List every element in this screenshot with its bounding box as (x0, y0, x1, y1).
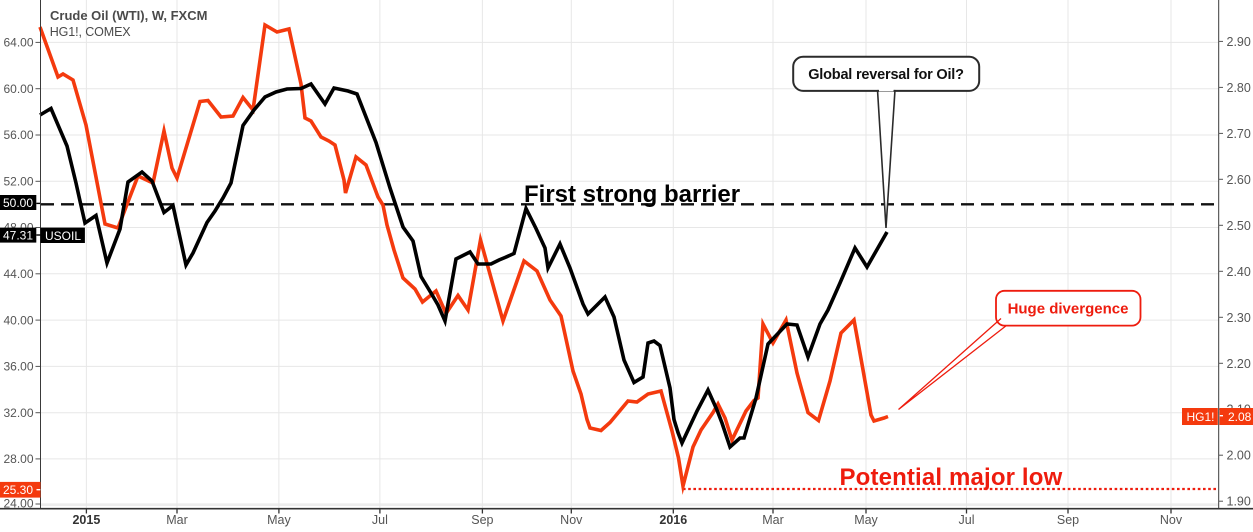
svg-text:Huge divergence: Huge divergence (1008, 301, 1129, 318)
svg-text:May: May (267, 513, 291, 527)
svg-text:2015: 2015 (72, 513, 100, 527)
svg-text:May: May (854, 513, 878, 527)
svg-text:40.00: 40.00 (3, 313, 33, 327)
svg-text:Sep: Sep (471, 513, 493, 527)
svg-text:2.30: 2.30 (1227, 311, 1251, 325)
svg-text:32.00: 32.00 (3, 406, 33, 420)
svg-text:60.00: 60.00 (3, 82, 33, 96)
svg-text:HG1!: HG1! (1187, 410, 1215, 424)
svg-text:2.08: 2.08 (1228, 410, 1252, 424)
svg-text:Global reversal for Oil?: Global reversal for Oil? (808, 67, 964, 83)
svg-text:2.90: 2.90 (1227, 35, 1251, 49)
svg-text:Jul: Jul (372, 513, 388, 527)
svg-text:1.90: 1.90 (1227, 495, 1251, 509)
svg-text:47.31: 47.31 (3, 229, 33, 243)
svg-text:56.00: 56.00 (3, 128, 33, 142)
svg-text:2.00: 2.00 (1227, 449, 1251, 463)
svg-text:Crude Oil (WTI), W, FXCM: Crude Oil (WTI), W, FXCM (50, 8, 207, 23)
svg-text:28.00: 28.00 (3, 452, 33, 466)
svg-text:36.00: 36.00 (3, 360, 33, 374)
svg-text:44.00: 44.00 (3, 267, 33, 281)
svg-text:Jul: Jul (959, 513, 975, 527)
svg-text:25.30: 25.30 (3, 483, 33, 497)
svg-text:2016: 2016 (659, 513, 687, 527)
svg-text:Potential major low: Potential major low (840, 464, 1063, 491)
svg-text:USOIL: USOIL (45, 229, 81, 243)
svg-text:24.00: 24.00 (3, 497, 33, 511)
svg-text:52.00: 52.00 (3, 175, 33, 189)
svg-text:2.40: 2.40 (1227, 265, 1251, 279)
svg-text:2.20: 2.20 (1227, 357, 1251, 371)
svg-text:HG1!, COMEX: HG1!, COMEX (50, 25, 132, 39)
svg-text:50.00: 50.00 (3, 196, 33, 210)
svg-text:2.60: 2.60 (1227, 173, 1251, 187)
svg-text:2.50: 2.50 (1227, 219, 1251, 233)
svg-text:Nov: Nov (560, 513, 583, 527)
svg-text:2.80: 2.80 (1227, 81, 1251, 95)
svg-text:64.00: 64.00 (3, 36, 33, 50)
svg-text:Mar: Mar (166, 513, 188, 527)
svg-text:Sep: Sep (1057, 513, 1079, 527)
svg-text:First strong barrier: First strong barrier (524, 181, 740, 208)
svg-text:Nov: Nov (1160, 513, 1183, 527)
svg-text:2.70: 2.70 (1227, 127, 1251, 141)
svg-text:Mar: Mar (762, 513, 784, 527)
